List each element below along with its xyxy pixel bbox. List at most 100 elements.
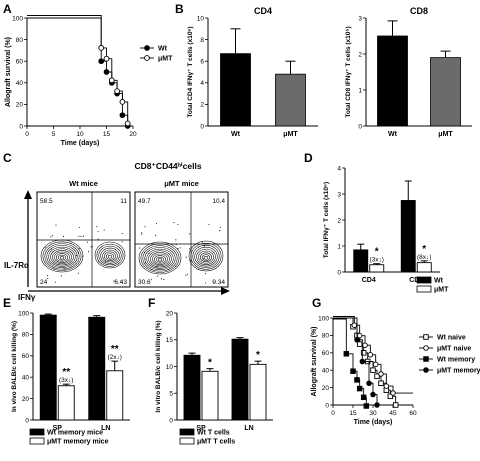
legend-entry: μMT memory xyxy=(419,367,480,375)
y-axis-label: Total CD8 IFNγ⁺ T cells (x10⁵) xyxy=(345,26,352,117)
y-tick-label: 20 xyxy=(322,385,330,392)
contour-ring xyxy=(48,246,76,267)
legend-label: μMT T cells xyxy=(197,439,235,446)
bar xyxy=(369,264,385,273)
panel-C-flow-plots: CD8⁺CD44ʰⁱcells Wt mice 58.5 11 24 6.43 μMT mi… xyxy=(4,161,230,302)
event-dot xyxy=(163,279,165,281)
significance-annotation: *(3x↓) xyxy=(370,247,384,264)
y-axis-label: Allograft survival (%) xyxy=(5,37,12,107)
contour-ring xyxy=(57,254,67,261)
data-point xyxy=(124,120,131,127)
significance-annotation: *(8x↓) xyxy=(417,244,431,261)
legend-entry: μMT T cells xyxy=(179,437,235,446)
contour-ring xyxy=(44,243,80,270)
quadrant-value: 10.4 xyxy=(212,198,225,205)
data-point xyxy=(144,55,150,61)
contour-ring xyxy=(104,251,116,261)
significance-star: * xyxy=(256,350,260,361)
data-point xyxy=(103,55,110,62)
y-tick-label: 4 xyxy=(337,165,341,172)
event-dot xyxy=(47,277,49,280)
contour-ring xyxy=(188,240,224,272)
y-axis-label: IL-7Rα xyxy=(4,261,29,270)
event-dot xyxy=(160,278,163,280)
event-dot xyxy=(121,232,123,235)
legend-swatch xyxy=(416,285,432,293)
event-dot xyxy=(78,248,80,250)
x-tick-label: LN xyxy=(101,425,110,432)
y-tick-label: 2 xyxy=(200,102,204,109)
y-tick-label: 10 xyxy=(166,364,174,371)
y-axis-label: Total CD4 IFNγ⁺ T cells (x10⁶) xyxy=(187,26,194,117)
event-dot xyxy=(44,246,46,248)
event-dot xyxy=(97,231,99,233)
legend-entry: μMT memory mice xyxy=(29,437,109,446)
series-line xyxy=(27,17,129,126)
data-point xyxy=(363,403,370,409)
event-dot xyxy=(203,245,206,247)
y-tick-label: 0 xyxy=(200,123,204,130)
event-dot xyxy=(177,248,179,250)
event-dot xyxy=(185,274,187,276)
contour-ring xyxy=(54,251,70,263)
significance-star: ** xyxy=(62,367,70,378)
event-dot xyxy=(219,226,221,228)
series-Wt-memory xyxy=(333,318,370,409)
data-point xyxy=(119,99,126,105)
significance-star: * xyxy=(422,244,426,255)
legend-swatch xyxy=(29,428,45,436)
event-dot xyxy=(189,248,191,250)
legend-entry: Wt xyxy=(416,276,444,285)
panel-label-A: A xyxy=(3,2,12,16)
legend-entry: Wt memory xyxy=(419,356,475,364)
event-dot xyxy=(63,268,65,270)
event-dot xyxy=(52,235,54,237)
event-dot xyxy=(88,251,90,253)
y-tick-label: 6 xyxy=(200,59,204,66)
event-dot xyxy=(201,241,203,243)
event-dot xyxy=(141,232,143,234)
event-dot xyxy=(77,272,79,274)
y-tick-label: 2 xyxy=(337,217,341,224)
legend-swatch xyxy=(179,437,195,445)
y-tick-label: 8 xyxy=(200,37,204,44)
event-dot xyxy=(197,268,199,270)
significance-star: ** xyxy=(111,344,119,355)
y-tick-label: 60 xyxy=(16,59,24,66)
x-tick-label: 45 xyxy=(389,410,397,417)
data-point xyxy=(354,337,360,343)
x-tick-label: 0 xyxy=(331,410,335,417)
y-tick-label: 20 xyxy=(166,310,174,317)
x-tick-label: CD4 xyxy=(362,277,376,284)
quadrant-value: 30.6 xyxy=(138,279,151,286)
significance-annotation: * xyxy=(208,358,212,369)
event-dot xyxy=(139,247,141,249)
bar xyxy=(201,370,219,421)
contour-ring xyxy=(192,244,220,268)
event-dot xyxy=(141,233,143,235)
y-tick-label: 3 xyxy=(358,15,362,22)
data-point xyxy=(370,367,376,373)
event-dot xyxy=(78,235,80,237)
data-point xyxy=(390,390,396,396)
y-tick-label: 0 xyxy=(25,417,29,424)
y-axis-label: Allograft survival (%) xyxy=(311,326,318,396)
contour-ring xyxy=(201,254,211,261)
legend-swatch xyxy=(29,437,45,445)
bar xyxy=(275,73,306,127)
bar xyxy=(106,370,124,421)
y-tick-label: 0 xyxy=(337,269,341,276)
event-dot xyxy=(50,236,52,238)
contour-ring xyxy=(98,245,122,266)
event-dot xyxy=(157,275,159,277)
event-dot xyxy=(50,248,52,250)
contour-ring xyxy=(146,248,174,269)
contour-ring xyxy=(100,247,120,264)
legend-entry: Wt T cells xyxy=(179,428,230,437)
chart-title: CD8 xyxy=(410,6,428,16)
data-point xyxy=(356,341,363,347)
data-point xyxy=(378,380,384,387)
panel-F-in-vitro-killing-chart: 0 5 10 15 20 In vitro BALB/c cell killing (%)… xyxy=(155,310,273,446)
x-tick-label: Wt xyxy=(231,131,241,138)
